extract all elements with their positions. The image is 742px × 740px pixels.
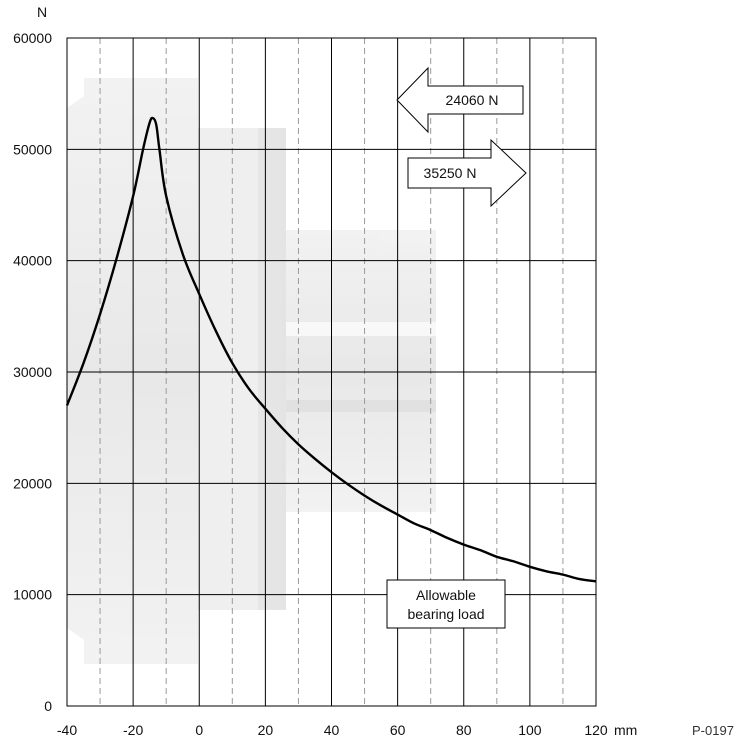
x-tick-label: 40 [324, 722, 340, 738]
right-arrow-label: 35250 N [424, 165, 477, 181]
x-axis-unit: mm [614, 722, 637, 738]
curve-label-line1: Allowable [416, 587, 476, 603]
x-tick-label: -20 [123, 722, 143, 738]
x-tick-label: 80 [456, 722, 472, 738]
y-tick-label: 60000 [13, 30, 52, 46]
x-tick-label: 0 [195, 722, 203, 738]
reference-code: P-0197 [692, 723, 734, 738]
y-tick-label: 40000 [13, 253, 52, 269]
right-arrow-annotation: 35250 N [407, 138, 527, 208]
left-arrow-label: 24060 N [446, 92, 499, 108]
x-tick-label: 100 [518, 722, 542, 738]
y-tick-label: 30000 [13, 364, 52, 380]
right-arrow-icon [407, 138, 527, 208]
allowable-load-curve [65, 116, 597, 583]
x-tick-label: -40 [57, 722, 77, 738]
left-arrow-annotation: 24060 N [396, 66, 524, 134]
x-tick-label: 60 [390, 722, 406, 738]
gear-shaft-illustration [67, 78, 436, 664]
y-tick-label: 10000 [13, 587, 52, 603]
x-tick-label: 120 [584, 722, 608, 738]
curve-label-box: Allowable bearing load [386, 579, 506, 629]
y-tick-labels: 0 10000 20000 30000 40000 50000 60000 [13, 30, 52, 714]
plot-border [66, 37, 597, 707]
y-tick-label: 50000 [13, 141, 52, 157]
x-tick-label: 20 [258, 722, 274, 738]
left-arrow-icon [396, 66, 524, 134]
y-tick-label: 20000 [13, 475, 52, 491]
curve-label-line2: bearing load [407, 606, 484, 622]
x-tick-labels: -40 -20 0 20 40 60 80 100 120 [57, 722, 608, 738]
y-tick-label: 0 [44, 698, 52, 714]
y-axis-unit: N [37, 4, 47, 20]
